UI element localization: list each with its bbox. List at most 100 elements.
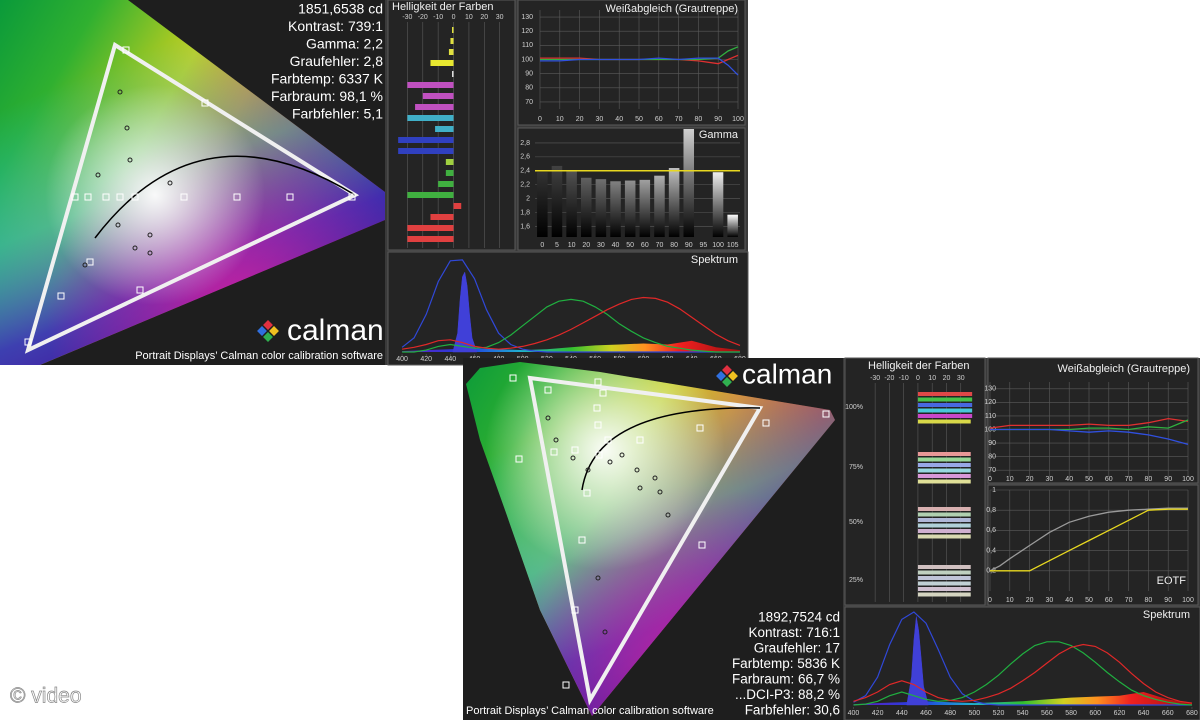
- brightness-bar: [917, 518, 971, 522]
- gamma-bar: [551, 165, 563, 237]
- cie-marker: [696, 424, 704, 432]
- x-tick-label: 520: [993, 710, 1005, 717]
- cie-marker: [593, 404, 601, 412]
- cie-marker: [84, 193, 92, 201]
- series-line: [540, 57, 739, 76]
- gamma-bar: [712, 172, 724, 237]
- x-tick-label: -10: [899, 375, 909, 382]
- brightness-bar: [445, 159, 454, 165]
- cie-marker: [509, 374, 517, 382]
- brightness-bar: [917, 534, 971, 539]
- x-tick-label: 5: [555, 242, 559, 249]
- brightness-bar: [450, 38, 454, 44]
- brightness-bar: [917, 570, 971, 575]
- x-tick-label: 50: [635, 116, 643, 123]
- brightness-bar: [917, 507, 971, 511]
- cie-marker: [585, 467, 591, 473]
- x-tick-label: 400: [848, 710, 860, 717]
- brightness-bar: [398, 137, 454, 143]
- cie-marker: [595, 451, 603, 459]
- x-tick-label: -30: [402, 14, 412, 21]
- cie-marker: [233, 193, 241, 201]
- cie-marker: [147, 232, 153, 238]
- x-tick-label: 10: [556, 116, 564, 123]
- logo-icon: [257, 326, 267, 336]
- x-tick-label: 90: [685, 242, 693, 249]
- x-tick-label: 80: [1145, 597, 1153, 604]
- brightness-bar: [917, 576, 971, 580]
- x-tick-label: -30: [870, 375, 880, 382]
- x-tick-label: 70: [656, 242, 664, 249]
- brightness-bar: [917, 452, 971, 456]
- x-tick-label: 100: [732, 116, 744, 123]
- gamma-bar: [668, 168, 680, 237]
- stat-line: Farbfehler: 5,1: [292, 106, 383, 122]
- x-tick-label: 30: [597, 242, 605, 249]
- y-tick-label: 0,6: [986, 527, 996, 534]
- stat-line: Farbtemp: 5836 K: [732, 656, 840, 671]
- brightness-bar: [453, 203, 462, 209]
- x-tick-label: 420: [872, 710, 884, 717]
- stat-line: Farbfehler: 30,6: [745, 703, 840, 718]
- cie-marker: [82, 262, 88, 268]
- cie-marker: [698, 541, 706, 549]
- x-tick-label: 440: [444, 356, 456, 363]
- brightness-bar: [398, 148, 454, 154]
- y-tick-label: 120: [521, 28, 533, 35]
- x-tick-label: 420: [420, 356, 432, 363]
- brightness-bar: [407, 115, 454, 121]
- stat-line: Graufehler: 17: [754, 641, 840, 656]
- cie-marker: [131, 193, 139, 201]
- y-tick-label: 0,8: [986, 507, 996, 514]
- y-tick-label: 130: [521, 14, 533, 21]
- x-tick-label: 50: [626, 242, 634, 249]
- panel: [987, 357, 1199, 484]
- spectrum-band: [853, 692, 1192, 705]
- brightness-bar: [917, 403, 973, 407]
- brightness-bar: [917, 523, 971, 528]
- panel-title: Spektrum: [691, 254, 738, 266]
- x-tick-label: 70: [1125, 476, 1133, 483]
- brightness-bar: [917, 468, 971, 473]
- x-tick-label: 60: [655, 116, 663, 123]
- cie-marker: [286, 193, 294, 201]
- brightness-bar: [917, 392, 973, 396]
- brightness-bar: [917, 581, 971, 586]
- series-line: [989, 417, 1189, 429]
- cie-marker: [127, 157, 133, 163]
- y-tick-label: 1,8: [520, 209, 530, 216]
- brightness-bar: [452, 71, 454, 77]
- x-tick-label: 660: [1162, 710, 1174, 717]
- x-tick-label: 90: [1164, 476, 1172, 483]
- cie-marker: [602, 629, 608, 635]
- group-label: 75%: [849, 464, 863, 471]
- cie-marker: [180, 193, 188, 201]
- y-tick-label: 2,2: [520, 182, 530, 189]
- stat-line: Farbtemp: 6337 K: [271, 71, 384, 87]
- x-tick-label: 95: [699, 242, 707, 249]
- x-tick-label: 10: [465, 14, 473, 21]
- cie-marker: [71, 193, 79, 201]
- x-tick-label: 100: [712, 242, 724, 249]
- y-tick-label: 1: [992, 487, 996, 494]
- brightness-bar: [917, 474, 971, 478]
- brightness-bar: [917, 397, 973, 402]
- x-tick-label: 0: [540, 242, 544, 249]
- y-tick-label: 0,4: [986, 547, 996, 554]
- x-tick-label: 50: [1085, 597, 1093, 604]
- x-tick-label: 80: [1145, 476, 1153, 483]
- x-tick-label: 20: [582, 242, 590, 249]
- cie-marker: [665, 512, 671, 518]
- y-tick-label: 2,4: [520, 168, 530, 175]
- logo-icon: [263, 320, 273, 330]
- cie-marker: [583, 489, 591, 497]
- x-tick-label: 10: [928, 375, 936, 382]
- x-tick-label: -20: [884, 375, 894, 382]
- gamut-triangle: [527, 375, 764, 706]
- cie-marker: [652, 475, 658, 481]
- x-tick-label: 500: [969, 710, 981, 717]
- series-line: [990, 508, 1188, 572]
- y-tick-label: 1,6: [520, 223, 530, 230]
